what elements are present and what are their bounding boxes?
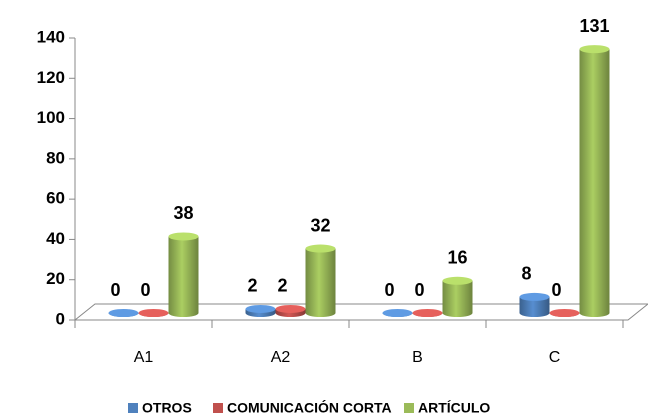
data-label: 38 [173, 203, 193, 223]
x-tick-label: B [412, 349, 423, 366]
x-tick-label: A2 [271, 349, 291, 366]
legend-label: ARTÍCULO [418, 400, 490, 416]
bar-top [138, 309, 169, 317]
bar-top [305, 244, 336, 253]
data-label: 0 [551, 280, 561, 300]
data-label: 16 [447, 248, 467, 268]
data-label: 131 [579, 16, 609, 36]
bar-top [108, 309, 139, 317]
bar-top [442, 276, 473, 285]
bar-top [519, 292, 550, 301]
floor [73, 303, 648, 321]
y-tick-label: 140 [37, 27, 65, 46]
bar-top [168, 232, 199, 241]
data-label: 0 [140, 280, 150, 300]
bar [519, 296, 550, 317]
data-label: 32 [310, 215, 330, 235]
bar [305, 248, 336, 317]
legend-swatch [404, 403, 414, 413]
x-tick-label: C [549, 349, 561, 366]
y-tick-label: 60 [46, 189, 65, 208]
legend-swatch [128, 403, 138, 413]
bar-top [275, 304, 306, 313]
legend-label: COMUNICACIÓN CORTA [227, 399, 392, 416]
bar-top [245, 304, 276, 313]
data-label: 8 [521, 264, 531, 284]
data-label: 0 [110, 280, 120, 300]
data-label: 0 [414, 280, 424, 300]
y-tick-label: 80 [46, 148, 65, 167]
y-tick-label: 20 [46, 269, 65, 288]
bar-top [382, 309, 413, 317]
bar [442, 280, 473, 317]
legend-label: OTROS [142, 400, 192, 416]
data-label: 0 [384, 280, 394, 300]
y-tick-label: 120 [37, 68, 65, 87]
y-tick-label: 100 [37, 108, 65, 127]
y-tick-label: 0 [56, 309, 65, 328]
bar-top [412, 309, 443, 317]
data-label: 2 [277, 276, 287, 296]
bar-top [579, 45, 610, 54]
bar-top [549, 309, 580, 317]
x-tick-label: A1 [134, 349, 154, 366]
bar [168, 236, 199, 317]
y-tick-label: 40 [46, 229, 65, 248]
data-label: 2 [247, 276, 257, 296]
bar [579, 49, 610, 317]
legend-swatch [213, 403, 223, 413]
